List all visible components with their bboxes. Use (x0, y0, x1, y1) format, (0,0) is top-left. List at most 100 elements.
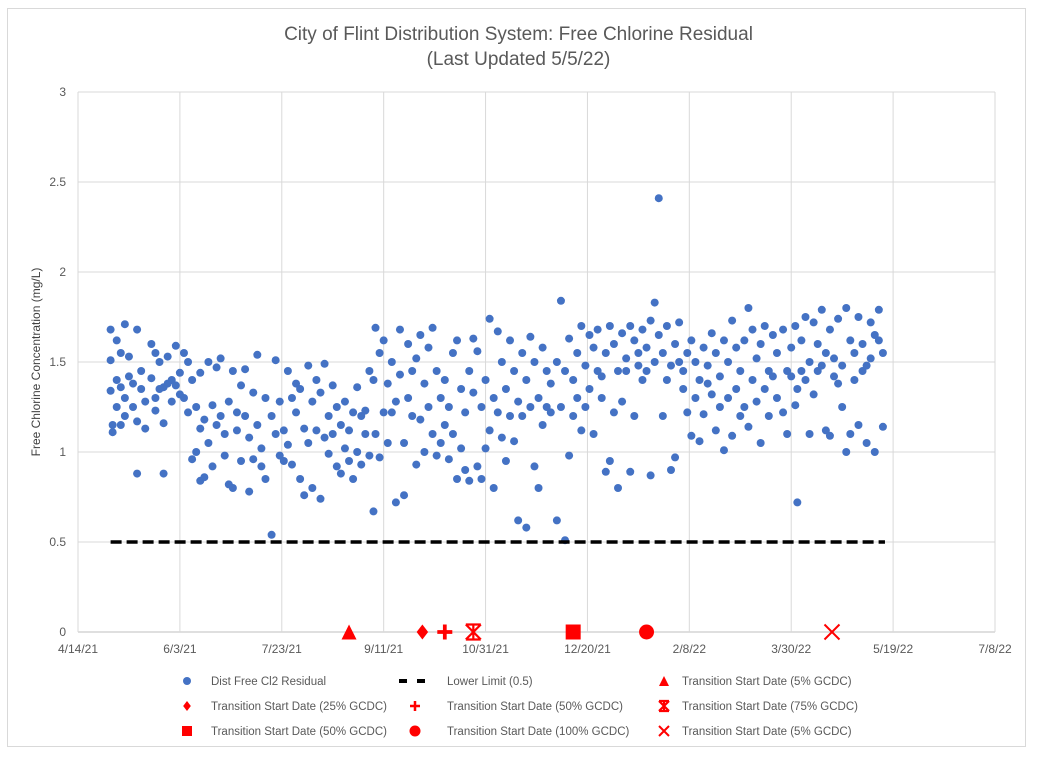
data-point (530, 358, 539, 366)
data-point (658, 349, 667, 357)
data-point (395, 325, 404, 334)
data-point (556, 296, 565, 305)
data-point (340, 397, 349, 406)
data-point (245, 433, 254, 442)
data-point (813, 340, 822, 348)
data-point (683, 349, 692, 357)
data-point (842, 304, 851, 312)
data-point (756, 340, 765, 348)
data-point (116, 421, 125, 429)
legend-marker-square (182, 726, 192, 736)
data-point (501, 457, 510, 465)
legend-marker-circle (183, 677, 191, 685)
data-point (147, 374, 156, 383)
data-point (300, 424, 309, 433)
data-point (444, 403, 453, 411)
data-point (589, 343, 598, 352)
data-point (228, 367, 237, 375)
data-point (707, 390, 716, 399)
data-point (133, 325, 142, 334)
data-point (369, 376, 378, 384)
data-point (522, 376, 531, 384)
data-point (457, 444, 466, 453)
data-point (493, 408, 502, 417)
data-point (538, 343, 547, 352)
data-point (349, 408, 358, 417)
data-point (436, 439, 445, 447)
data-point (573, 349, 582, 357)
data-point (703, 379, 712, 388)
data-point (404, 394, 413, 402)
data-point (120, 320, 129, 329)
data-point (279, 426, 288, 435)
data-point (345, 426, 354, 435)
data-point (687, 431, 696, 440)
data-point (748, 325, 757, 334)
data-point (365, 451, 374, 460)
data-point (695, 437, 704, 446)
legend-item: Transition Start Date (100% GCDC) (409, 725, 630, 738)
data-point (846, 336, 855, 345)
data-point (703, 361, 712, 370)
data-point (626, 322, 635, 330)
data-point (485, 426, 494, 435)
data-point (801, 376, 810, 384)
data-point (622, 367, 631, 375)
data-point (196, 424, 205, 433)
data-point (220, 430, 229, 438)
data-point (196, 368, 205, 377)
data-point (375, 453, 384, 462)
data-point (736, 412, 745, 420)
data-point (618, 329, 627, 338)
data-point (772, 394, 781, 402)
data-point (116, 349, 125, 357)
data-point (526, 403, 535, 411)
data-point (679, 385, 688, 393)
data-point (514, 397, 523, 406)
data-point (345, 457, 354, 465)
data-point (797, 336, 806, 345)
data-point (556, 403, 565, 411)
data-point (760, 322, 769, 330)
data-point (650, 358, 659, 366)
data-point (699, 410, 708, 419)
data-point (622, 354, 631, 363)
data-point (365, 367, 374, 375)
data-point (151, 349, 160, 357)
data-point (638, 325, 647, 334)
data-point (830, 354, 839, 363)
data-point (312, 426, 321, 435)
data-point (711, 349, 720, 357)
data-point (108, 421, 117, 429)
data-point (834, 314, 843, 323)
data-point (538, 421, 547, 429)
x-tick-label: 2/8/22 (673, 642, 707, 656)
data-point (212, 421, 221, 429)
data-point (336, 469, 345, 478)
data-point (695, 376, 704, 384)
data-point (167, 397, 176, 406)
data-point (805, 358, 814, 366)
data-point (124, 372, 133, 381)
data-point (465, 476, 474, 485)
data-point (129, 403, 138, 411)
data-point (106, 325, 115, 334)
data-point (304, 361, 313, 370)
data-point (308, 397, 317, 406)
data-point (257, 462, 266, 471)
data-point (854, 313, 863, 321)
data-point (292, 408, 301, 417)
data-point (787, 372, 796, 381)
data-point (514, 516, 523, 525)
x-tick-label: 6/3/21 (163, 642, 197, 656)
data-point (662, 376, 671, 384)
data-point (133, 417, 142, 426)
data-point (267, 530, 276, 539)
data-point (204, 439, 213, 447)
data-point (878, 422, 887, 431)
data-point (609, 408, 618, 417)
x-tick-label: 9/11/21 (364, 642, 403, 656)
data-point (546, 379, 555, 388)
data-point (287, 460, 296, 469)
data-point (605, 457, 614, 465)
